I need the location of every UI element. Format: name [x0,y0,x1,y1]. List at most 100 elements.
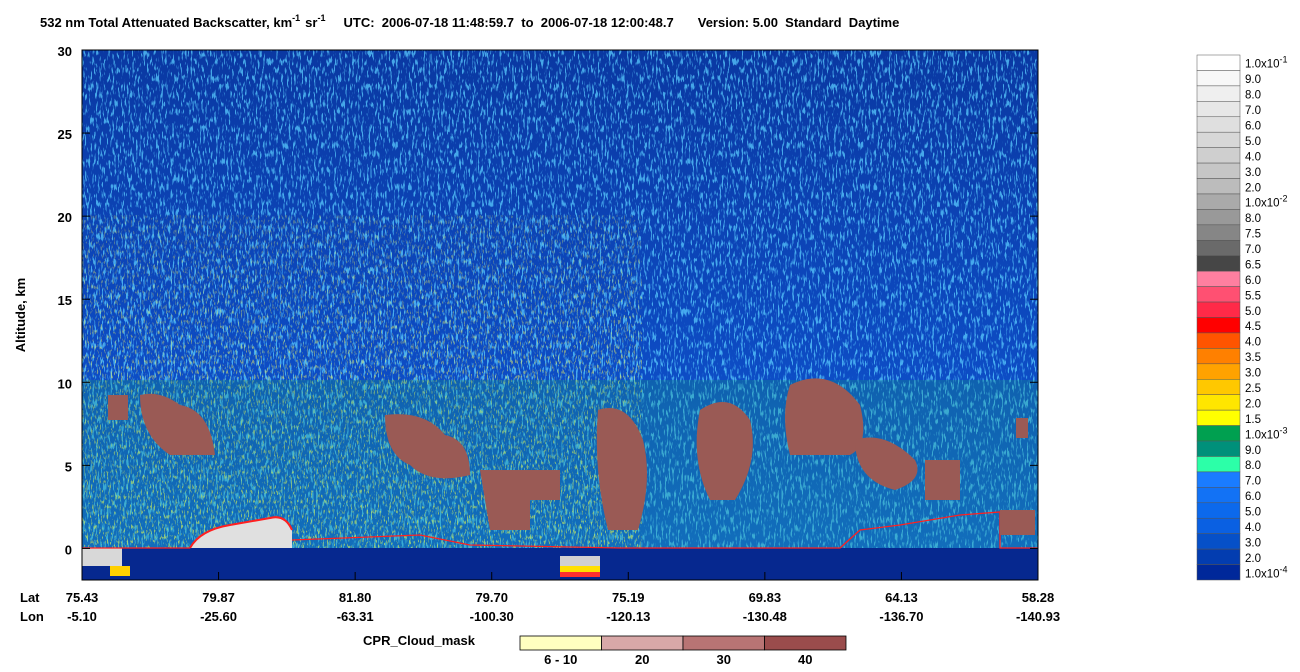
colorbar-label: 3.0 [1245,167,1261,179]
x-row-label: Lon [20,609,44,624]
cloud-mask-category: 20 [635,652,649,667]
colorbar-swatch [1196,456,1241,473]
colorbar-swatch [1196,425,1241,442]
y-tick-label: 30 [58,44,72,59]
colorbar-swatch [1196,564,1241,581]
x-tick-label: 69.83 [749,590,782,605]
colorbar-swatch [1196,332,1241,349]
x-tick-label: 64.13 [885,590,918,605]
colorbar-label: 7.0 [1245,244,1261,256]
colorbar-label: 2.0 [1245,398,1261,410]
colorbar-swatch [1196,255,1241,272]
x-tick-label: 58.28 [1022,590,1055,605]
y-tick-label: 25 [58,127,72,142]
colorbar-label: 7.0 [1245,476,1261,488]
colorbar-label: 1.0x10-1 [1245,55,1288,71]
colorbar-swatch [1196,409,1241,426]
colorbar-swatch [1196,193,1241,210]
colorbar-swatch [1196,502,1241,519]
cloud-mask-label: CPR_Cloud_mask [363,633,476,648]
colorbar-label: 6.0 [1245,491,1261,503]
colorbar-label: 9.0 [1245,74,1261,86]
colorbar-label: 4.0 [1245,522,1261,534]
colorbar-label: 7.0 [1245,105,1261,117]
colorbar-swatch [1196,270,1241,287]
colorbar-swatch [1196,533,1241,550]
x-tick-label: 75.43 [66,590,99,605]
colorbar-label: 4.5 [1245,321,1261,333]
x-tick-label: -140.93 [1016,609,1060,624]
colorbar-swatch [1196,394,1241,411]
cloud-mask-category: 40 [798,652,812,667]
chart-title: 532 nm Total Attenuated Backscatter, km-… [40,13,899,30]
colorbar-label: 2.0 [1245,182,1261,194]
colorbar-swatch [1196,116,1241,133]
x-tick-label: -63.31 [337,609,374,624]
colorbar-label: 3.0 [1245,537,1261,549]
colorbar-swatch [1196,487,1241,504]
backscatter-image [82,50,1038,580]
x-tick-label: -100.30 [470,609,514,624]
cloud-mask-swatch [764,635,847,651]
colorbar-swatch [1196,548,1241,565]
colorbar-swatch [1196,224,1241,241]
colorbar-label: 3.0 [1245,368,1261,380]
colorbar-label: 6.0 [1245,275,1261,287]
colorbar-swatch [1196,147,1241,164]
colorbar-swatch [1196,440,1241,457]
y-tick-label: 15 [58,293,72,308]
colorbar-swatch [1196,379,1241,395]
colorbar-label: 5.0 [1245,306,1261,318]
colorbar-label: 3.5 [1245,352,1261,364]
colorbar-label: 4.0 [1245,151,1261,163]
x-tick-label: -130.48 [743,609,787,624]
colorbar-label: 6.0 [1245,120,1261,132]
x-tick-label: -120.13 [606,609,650,624]
colorbar-swatch [1196,517,1241,534]
plot-frame [81,49,1039,581]
x-tick-label: -136.70 [879,609,923,624]
cloud-mask-swatch [682,635,765,651]
y-axis-label: Altitude, km [13,278,28,352]
colorbar-label: 8.0 [1245,460,1261,472]
y-tick-label: 10 [58,376,72,391]
colorbar-swatch [1196,363,1241,380]
colorbar-swatch [1196,209,1241,226]
colorbar-swatch [1196,301,1241,318]
colorbar-label: 4.0 [1245,337,1261,349]
colorbar-label: 8.0 [1245,213,1261,225]
colorbar-label: 2.5 [1245,383,1261,395]
colorbar-swatch [1196,101,1241,118]
x-tick-label: 81.80 [339,590,372,605]
colorbar-label: 1.0x10-2 [1245,194,1288,210]
cloud-mask-swatch [601,635,684,651]
colorbar-label: 6.5 [1245,259,1261,271]
colorbar-swatch [1196,54,1241,71]
y-tick-label: 5 [65,459,72,474]
colorbar-swatch [1196,471,1241,488]
colorbar-label: 1.5 [1245,414,1261,426]
x-tick-label: 79.87 [202,590,235,605]
colorbar-swatch [1196,178,1241,195]
x-tick-label: 79.70 [475,590,508,605]
colorbar-label: 7.5 [1245,229,1261,241]
colorbar-swatch [1196,85,1241,102]
colorbar-label: 5.5 [1245,290,1261,302]
x-tick-label: -25.60 [200,609,237,624]
colorbar-swatch [1196,317,1241,334]
colorbar-swatch [1196,70,1241,87]
colorbar-label: 8.0 [1245,90,1261,102]
cloud-mask-swatch [519,635,602,651]
colorbar-label: 5.0 [1245,136,1261,148]
x-tick-label: 75.19 [612,590,645,605]
colorbar-swatch [1196,240,1241,256]
x-row-label: Lat [20,590,40,605]
x-tick-label: -5.10 [67,609,97,624]
colorbar-label: 2.0 [1245,553,1261,565]
colorbar-label: 5.0 [1245,507,1261,519]
cloud-mask-category: 6 - 10 [544,652,577,667]
colorbar-swatch [1196,162,1241,179]
cloud-mask-category: 30 [717,652,731,667]
colorbar-label: 1.0x10-4 [1245,564,1288,580]
